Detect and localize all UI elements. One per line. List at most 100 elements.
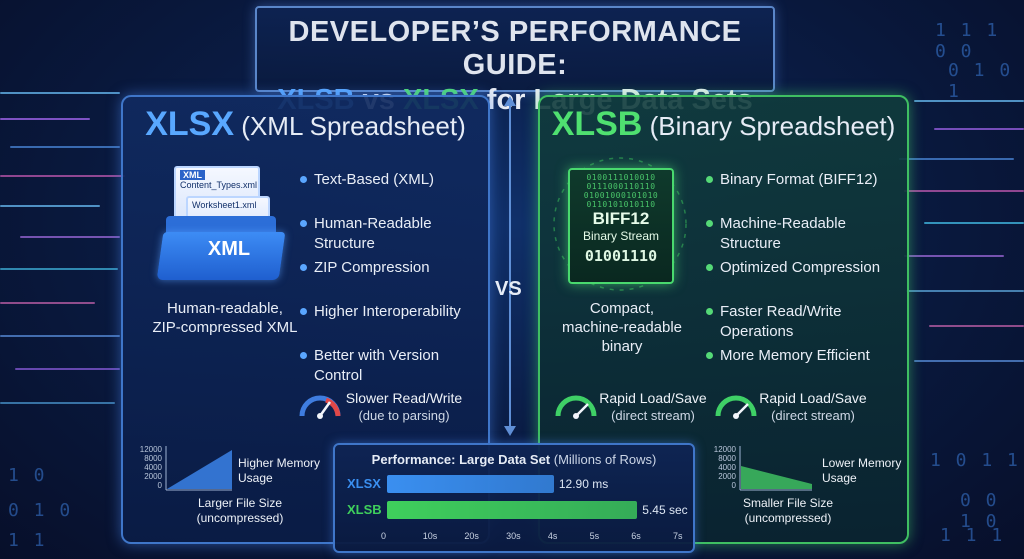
bar-label-xlsx: XLSX (347, 476, 381, 491)
x-tick-label: 30s (506, 531, 521, 541)
xlsx-feature-item: Text-Based (XML) (300, 170, 485, 214)
folder-label: XML (207, 238, 251, 260)
xlsx-caption: Human-readable, ZIP-compressed XML (140, 299, 310, 337)
binary-bits-row: 0100111010010 (586, 173, 656, 182)
x-tick-label: 4s (547, 531, 558, 541)
xlsb-mini-tick: 2000 (718, 472, 736, 481)
xlsb-speed-text: Rapid Load/Save (599, 390, 707, 406)
xlsx-feature-item: Higher Interoperability (300, 302, 485, 346)
background-binary-right-4: 0 0 1 0 (960, 490, 999, 532)
background-binary-right-2: 0 1 0 1 (948, 60, 1013, 102)
x-tick-label: 0 (381, 531, 387, 541)
xlsx-memory-line-2: Usage (238, 471, 273, 485)
xlsx-mini-tick: 8000 (144, 454, 162, 463)
xlsx-speed-text: Slower Read/Write (345, 390, 463, 406)
xlsx-memory-chart (165, 446, 232, 491)
xlsx-speed-sub: (due to parsing) (358, 408, 450, 423)
x-tick-label: 6s (631, 531, 641, 541)
performance-chart: Performance: Large Data Set (Millions of… (333, 443, 695, 553)
xlsb-name: XLSB (551, 105, 643, 143)
fast-gauge-icon-2 (715, 395, 757, 419)
vs-label: VS (495, 278, 522, 300)
x-tick-label: 5s (589, 531, 600, 541)
xlsb-memory-line-2: Usage (822, 471, 857, 485)
xlsx-name: XLSX (145, 105, 235, 143)
xlsb-memory-chart (739, 446, 812, 491)
xlsx-speed-label: Slower Read/Write (due to parsing) (344, 390, 464, 424)
binary-bits: 0100111010010 0111000110110 010010001010… (570, 173, 672, 209)
xlsx-heading: XLSX (XML Spreadsheet) (123, 105, 488, 144)
xlsb-feature-list: Binary Format (BIFF12) Machine-Readable … (706, 170, 902, 390)
xlsx-subtitle: (XML Spreadsheet) (241, 111, 466, 141)
xlsx-caption-line-2: ZIP-compressed XML (152, 319, 298, 336)
xml-file-name-1: Content_Types.xml (180, 180, 258, 190)
fast-gauge-icon (555, 395, 597, 419)
bar-xlsb (387, 501, 638, 519)
xlsb-caption: Compact, machine-readable binary (542, 299, 702, 356)
xlsb-speed-label-1: Rapid Load/Save (direct stream) (598, 390, 708, 424)
biff-subtitle: Binary Stream (582, 229, 660, 243)
background-binary-left-3: 1 1 (8, 530, 47, 551)
xlsb-size-text: Smaller File Size (uncompressed) (730, 496, 846, 526)
xlsb-caption-line-1: Compact, (589, 300, 655, 317)
xlsx-mini-tick: 0 (157, 481, 162, 490)
background-binary-left-2: 0 1 0 (8, 500, 73, 521)
xlsb-feature-item: Machine-Readable Structure (706, 214, 902, 258)
background-streaks-left (0, 0, 150, 559)
xlsx-memory-text: Higher Memory Usage (238, 456, 328, 486)
xlsb-caption-line-2: machine-readable binary (561, 319, 683, 355)
biff-code: 01001110 (584, 247, 658, 265)
xlsb-mini-tick: 0 (731, 481, 736, 490)
xlsx-feature-item: Better with Version Control (300, 346, 485, 390)
circuit-ring-icon (553, 157, 687, 291)
x-tick-label: 7s (673, 531, 683, 541)
chart-title: Performance: Large Data Set (371, 452, 551, 467)
xlsb-speed-label-2: Rapid Load/Save (direct stream) (758, 390, 868, 424)
xlsx-mini-tick: 2000 (144, 472, 162, 481)
xlsb-feature-item: Faster Read/Write Operations (706, 302, 902, 346)
bar-value-xlsx: 12.90 ms (558, 477, 609, 491)
bar-xlsx (387, 475, 554, 493)
xlsx-size-line-1: Larger File Size (197, 496, 283, 510)
x-tick-label: 10s (422, 531, 438, 541)
xlsb-speed-sub-2: (direct stream) (771, 408, 855, 423)
bar-label-xlsb: XLSB (347, 502, 382, 517)
bar-value-xlsb: 5.45 sec (642, 503, 688, 517)
xlsx-mini-axis: 12000 8000 4000 2000 0 (138, 446, 162, 491)
xlsx-feature-list: Text-Based (XML) Human-Readable Structur… (300, 170, 485, 390)
binary-bits-row: 0111000110110 (586, 182, 656, 191)
xlsx-mini-tick: 12000 (139, 445, 162, 454)
xlsb-size-line-2: (uncompressed) (744, 511, 832, 525)
xlsx-mini-tick: 4000 (144, 463, 162, 472)
xlsx-size-text: Larger File Size (uncompressed) (185, 496, 295, 526)
binary-bits-row: 01001000101010 (583, 191, 659, 200)
xlsb-size-line-1: Smaller File Size (742, 496, 834, 510)
xlsb-heading: XLSB (Binary Spreadsheet) (540, 105, 907, 144)
background-binary-right-5: 1 1 1 (940, 525, 1005, 546)
xml-file-tab: XML (180, 170, 205, 180)
xlsb-feature-item: Optimized Compression (706, 258, 902, 302)
xlsb-mini-tick: 8000 (718, 454, 736, 463)
title-line-1: DEVELOPER’S PERFORMANCE GUIDE: (288, 16, 742, 81)
performance-title: Performance: Large Data Set (Millions of… (335, 452, 693, 467)
xlsx-size-line-2: (uncompressed) (196, 511, 284, 525)
vertical-divider-arrow (504, 96, 516, 436)
xlsx-memory-line-1: Higher Memory (238, 456, 321, 470)
xlsb-mini-tick: 12000 (713, 445, 736, 454)
xlsb-subtitle: (Binary Spreadsheet) (649, 111, 896, 141)
biff-title: BIFF12 (592, 209, 650, 228)
xlsb-memory-text: Lower Memory Usage (822, 456, 904, 486)
x-tick-label: 20s (464, 531, 479, 541)
xml-file-name-2: Worksheet1.xml (192, 200, 257, 210)
title-banner: DEVELOPER’S PERFORMANCE GUIDE: XLSB vs X… (255, 6, 775, 116)
xlsb-mini-tick: 4000 (718, 463, 736, 472)
background-binary-right-3: 1 0 1 1 (930, 450, 1020, 471)
xlsb-mini-axis: 12000 8000 4000 2000 0 (712, 446, 736, 491)
chart-subtitle: (Millions of Rows) (553, 452, 657, 467)
background-binary-right-1: 1 1 1 0 0 (935, 20, 1000, 62)
xlsb-memory-line-1: Lower Memory (822, 456, 902, 470)
binary-document-icon: 0100111010010 0111000110110 010010001010… (568, 168, 674, 284)
xlsx-feature-item: Human-Readable Structure (300, 214, 485, 258)
background-streaks-right (874, 0, 1024, 559)
xlsb-speed-text-2: Rapid Load/Save (759, 390, 867, 406)
